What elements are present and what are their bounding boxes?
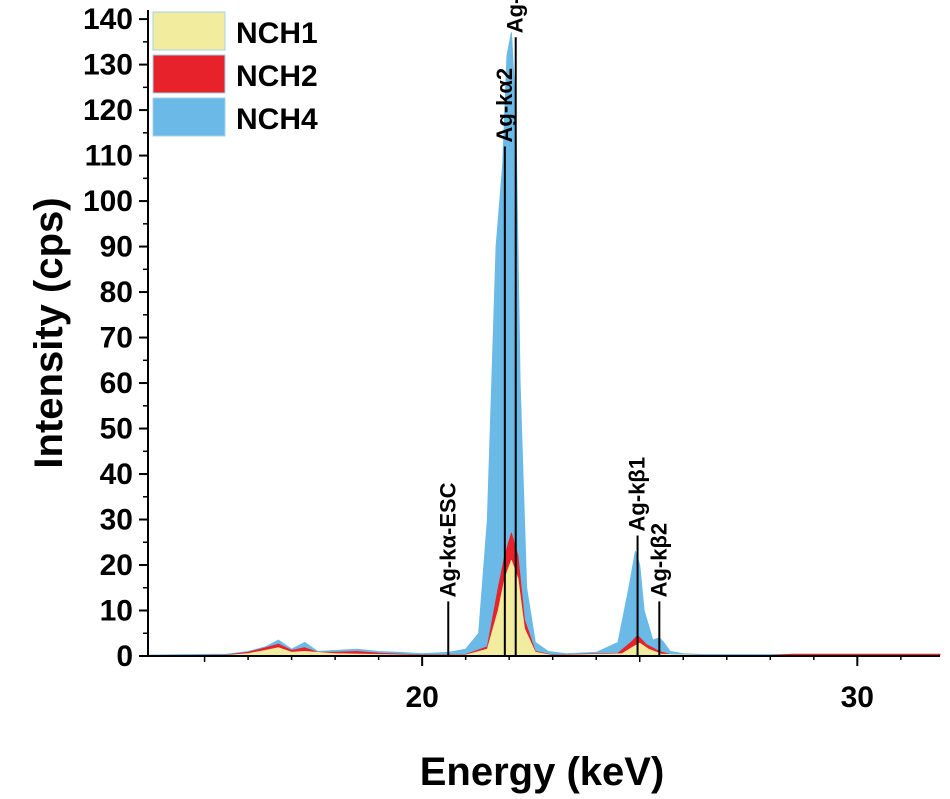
legend: NCH1 NCH2 NCH4 [152, 11, 318, 137]
peak-label: Ag-kα-ESC [435, 482, 460, 597]
peak-label: Ag-kα2 [492, 68, 517, 143]
y-tick-label: 140 [83, 3, 133, 36]
y-tick-label: 10 [100, 595, 133, 628]
peak-label: Ag-kβ1 [625, 457, 650, 532]
series-area-nch1 [147, 560, 941, 657]
y-tick-label: 90 [100, 231, 133, 264]
legend-swatch-nch1 [152, 11, 226, 51]
y-tick-label: 110 [85, 140, 133, 173]
y-tick-label: 130 [83, 49, 133, 82]
y-tick-label: 20 [100, 549, 133, 582]
x-tick-label: 30 [841, 681, 874, 714]
y-tick-label: 60 [100, 367, 133, 400]
y-tick-label: 30 [100, 504, 133, 537]
x-axis-title: Energy (keV) [420, 750, 665, 794]
y-tick-label: 0 [116, 640, 133, 673]
y-tick-label: 50 [100, 413, 133, 446]
legend-swatch-nch2 [152, 54, 226, 94]
y-tick-label: 120 [83, 94, 133, 127]
y-tick-label: 70 [100, 322, 133, 355]
peak-label: Ag-kα [503, 0, 528, 33]
y-tick-label: 80 [100, 276, 133, 309]
y-tick-label: 100 [83, 185, 133, 218]
y-tick-label: 40 [100, 458, 133, 491]
legend-swatch-nch4 [152, 97, 226, 137]
y-axis-title: Intensity (cps) [27, 197, 71, 468]
legend-label: NCH1 [236, 17, 318, 50]
legend-label: NCH2 [236, 60, 318, 93]
legend-label: NCH4 [236, 103, 318, 136]
x-tick-label: 20 [405, 681, 438, 714]
axes: 0 10 20 30 40 50 60 70 80 90 100 110 120 130 140 20 30 [83, 3, 940, 714]
peak-label: Ag-kβ2 [646, 523, 671, 598]
series-area-nch2 [147, 532, 941, 657]
